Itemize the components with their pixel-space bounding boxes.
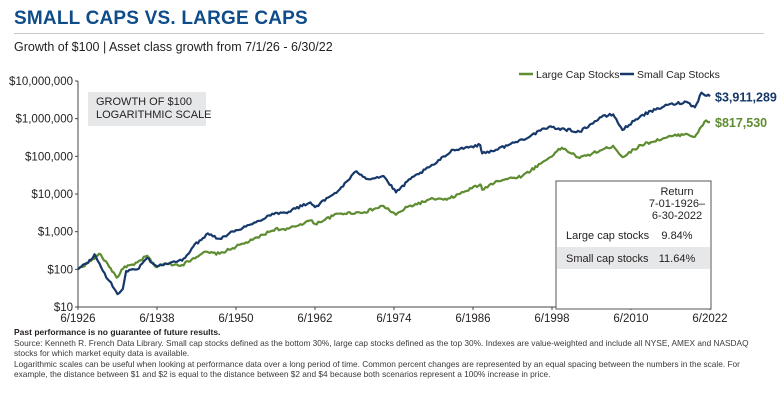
large-cap-stocks-line	[77, 119, 711, 279]
return-table-row-label: Large cap stocks	[566, 230, 650, 242]
disclaimer-text: Past performance is no guarantee of futu…	[14, 327, 221, 337]
x-tick-label: 6/1926	[60, 313, 95, 325]
x-tick-label: 6/1974	[376, 313, 412, 325]
return-table-header: 7-01-1926–	[649, 198, 706, 210]
legend: Large Cap Stocks Small Cap Stocks	[519, 69, 720, 81]
legend-label-small-cap-stocks: Small Cap Stocks	[637, 69, 720, 81]
axes-layer: $10,000,000 $1,000,000 $100,000 $10,000 $1,0…	[9, 76, 728, 325]
x-tick-label: 6/2022	[692, 313, 727, 325]
y-tick-label: $1,000,000	[15, 114, 73, 126]
x-tick-label: 6/1986	[455, 313, 490, 325]
scale-note-line: GROWTH OF $100	[96, 96, 192, 108]
chart-title: SMALL CAPS VS. LARGE CAPS	[14, 8, 308, 29]
x-tick-label: 6/2010	[613, 313, 648, 325]
title-divider	[14, 33, 764, 34]
x-tick-label: 6/1998	[534, 313, 569, 325]
source-text: Source: Kenneth R. French Data Library. …	[14, 337, 749, 359]
series-layer: $817,530 $3,911,289	[77, 90, 777, 296]
legend-label-large-cap-stocks: Large Cap Stocks	[536, 69, 619, 81]
x-tick-label: 6/1950	[218, 313, 253, 325]
x-tick-label: 6/1938	[139, 313, 174, 325]
return-table-row-bg	[557, 247, 710, 269]
small-cap-stocks-end-label: $3,911,289	[715, 90, 777, 104]
return-table-row-value: 9.84%	[661, 230, 692, 242]
scale-note-box	[88, 92, 206, 126]
y-tick-label: $100	[47, 264, 73, 276]
y-tick-label: $10	[54, 302, 73, 314]
large-cap-stocks-end-label: $817,530	[715, 116, 767, 130]
x-tick-label: 6/1962	[297, 313, 332, 325]
chart-subtitle: Growth of $100 | Asset class growth from…	[14, 40, 333, 54]
y-tick-label: $1,000	[38, 227, 73, 239]
y-tick-label: $100,000	[25, 151, 73, 163]
y-tick-label: $10,000	[31, 189, 73, 201]
small-cap-stocks-line	[77, 91, 711, 296]
return-table-row-value: 11.64%	[659, 253, 696, 265]
y-tick-label: $10,000,000	[9, 76, 73, 88]
log-scale-note: Logarithmic scales can be useful when lo…	[14, 358, 740, 380]
scale-note-line: LOGARITHMIC SCALE	[96, 109, 212, 121]
return-table-row-label: Small cap stocks	[566, 253, 649, 265]
footnotes: Past performance is no guarantee of futu…	[14, 327, 769, 380]
return-table-header: Return	[660, 186, 693, 198]
return-table-header: 6-30-2022	[652, 210, 702, 222]
return-table-row-bg	[557, 224, 710, 246]
growth-chart: $10,000,000 $1,000,000 $100,000 $10,000 $1,0…	[9, 69, 777, 325]
